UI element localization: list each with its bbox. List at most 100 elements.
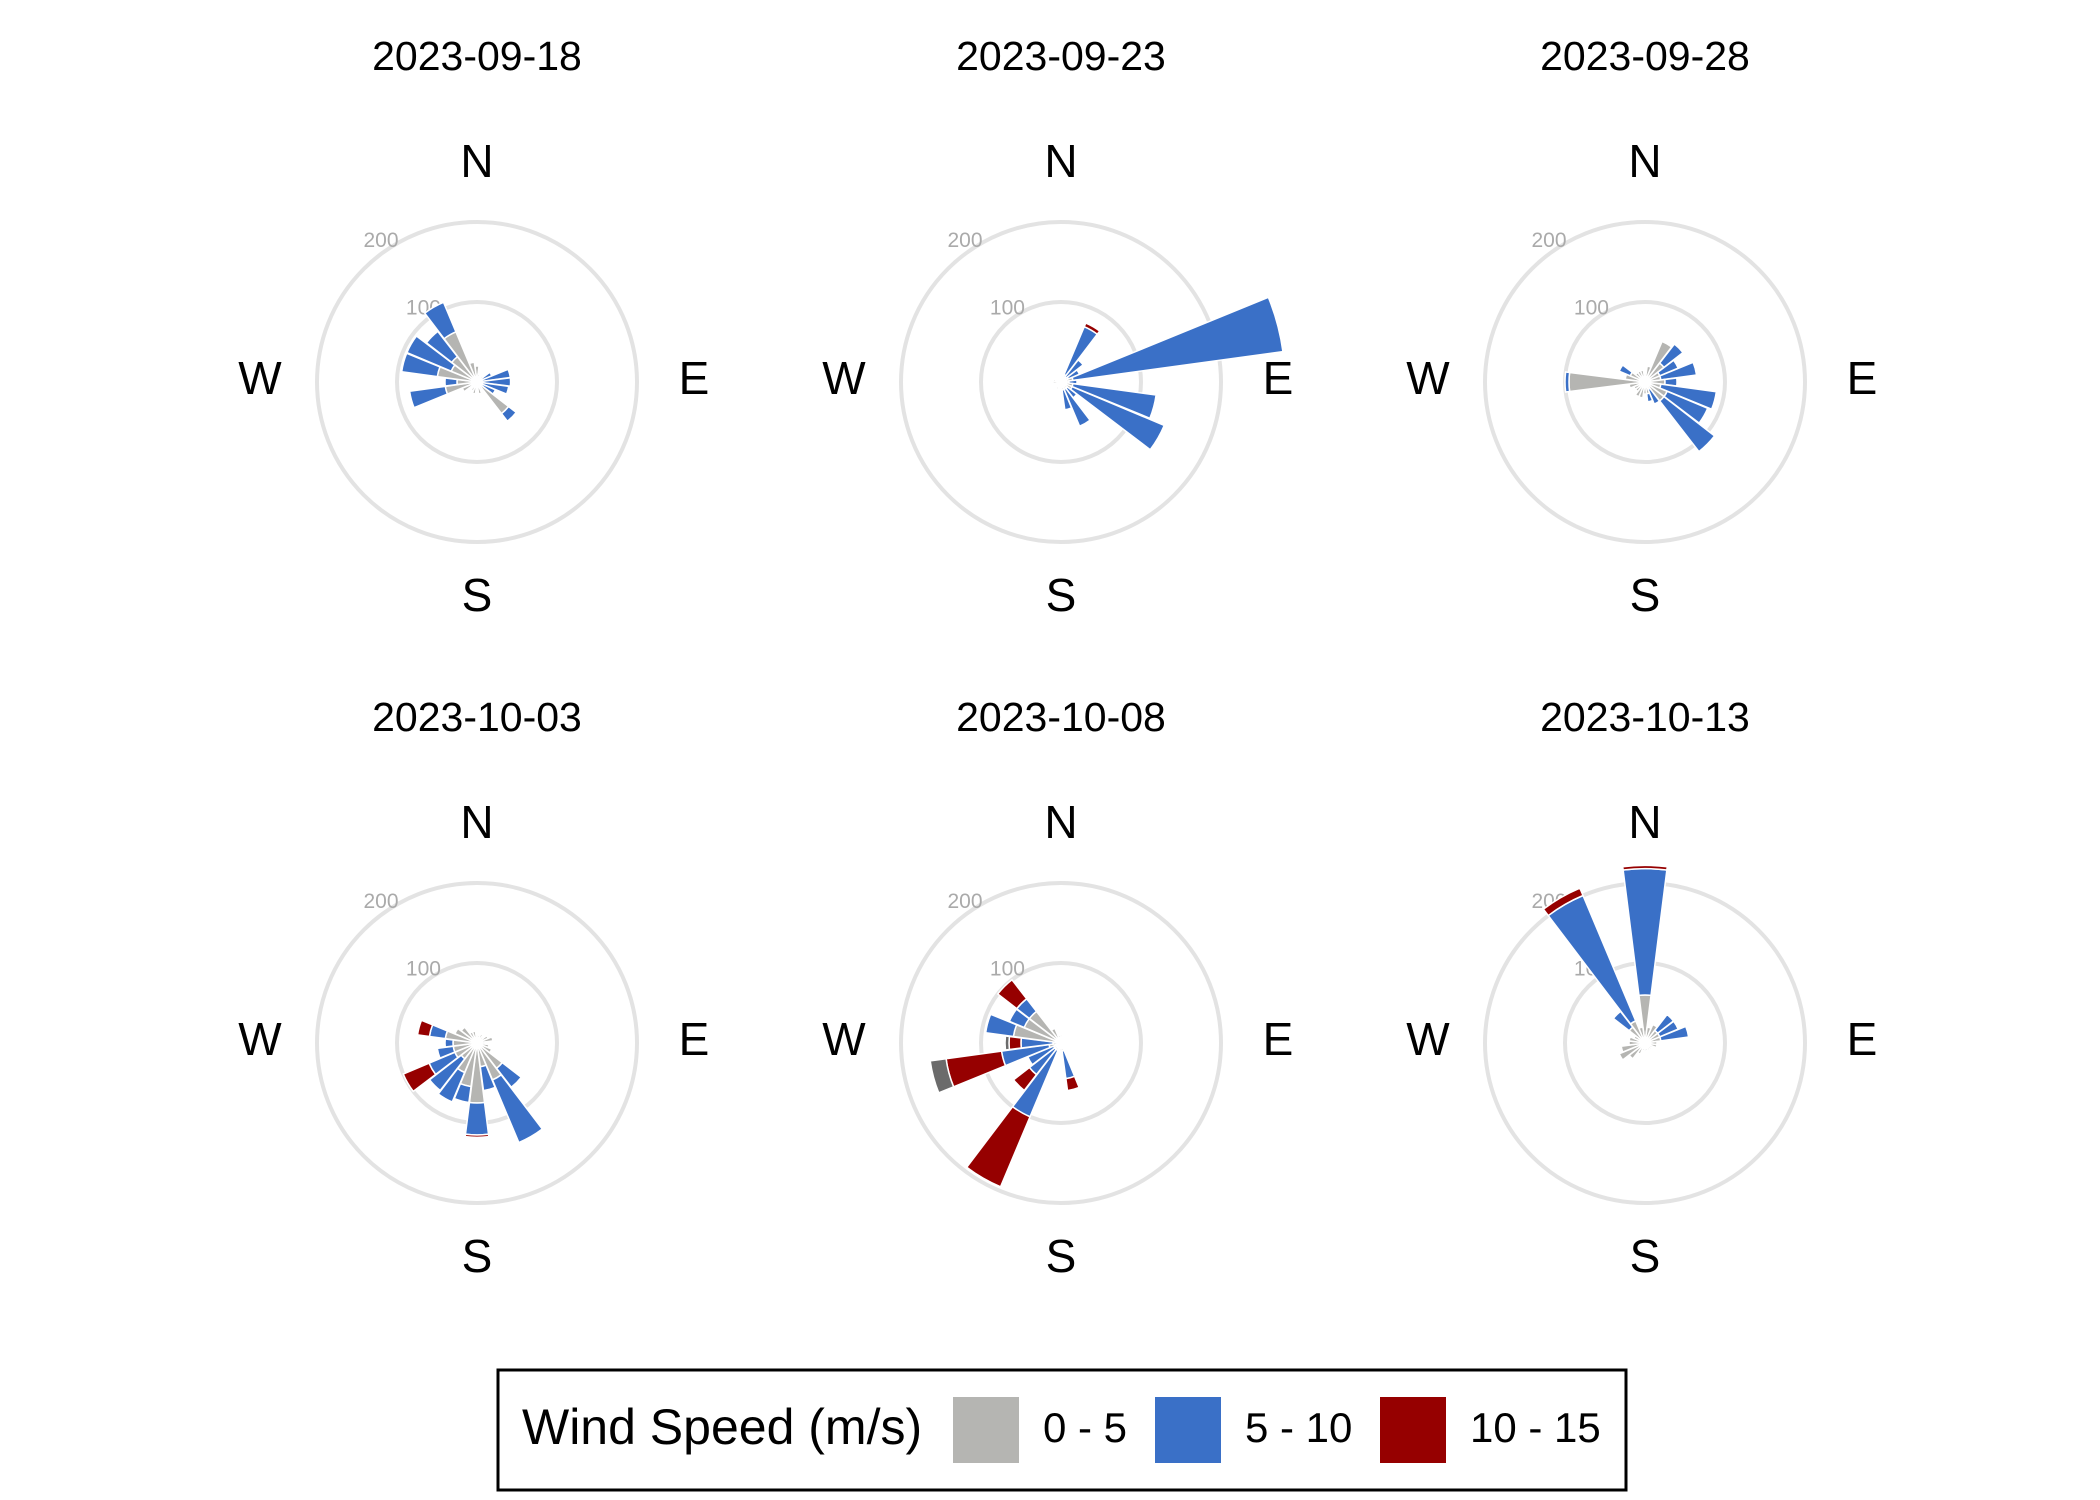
sector-bar-5-10 <box>1071 296 1284 382</box>
sector-bar-extra <box>1004 1035 1011 1051</box>
wind-rose-panel: 2023-10-13100200NESW <box>1406 694 1877 1282</box>
sector-bar-10-15 <box>1542 887 1584 917</box>
panel-title: 2023-10-13 <box>1540 694 1750 740</box>
sector-bar-10-15 <box>1621 864 1669 871</box>
ring-label: 200 <box>364 890 399 913</box>
wind-rose-panel: 2023-10-03 100 200 N E S W <box>238 694 709 1282</box>
sector-bar-10-15 <box>402 1062 437 1093</box>
panel-title: 2023-10-03 <box>372 694 582 740</box>
legend-label-0-5: 0 - 5 <box>1043 1404 1127 1451</box>
sector-bar-0-5 <box>1637 1026 1646 1044</box>
compass-label-s: S <box>1046 1230 1077 1282</box>
compass-label-n: N <box>460 135 493 187</box>
wind-rose-panel: 2023-09-28 100 200 N E S W <box>1406 33 1877 621</box>
sector-bar-5-10 <box>423 301 457 340</box>
ring-label: 100 <box>406 958 441 981</box>
compass-label-s: S <box>1046 569 1077 621</box>
legend: Wind Speed (m/s) 0 - 5 5 - 10 10 - 15 <box>496 1368 1628 1492</box>
compass-label-n: N <box>1044 135 1077 187</box>
ring-label: 200 <box>364 229 399 252</box>
legend-key-5-10 <box>1155 1397 1221 1463</box>
sector-bar-0-5 <box>476 1035 494 1044</box>
compass-label-n: N <box>1628 796 1661 848</box>
ring-label: 200 <box>1532 229 1567 252</box>
compass-label-s: S <box>1630 1230 1661 1282</box>
grid-ring <box>899 220 1223 544</box>
compass-label-w: W <box>238 352 282 404</box>
grid-ring <box>1483 220 1807 544</box>
compass-label-n: N <box>1628 135 1661 187</box>
sector-bar-5-10 <box>1063 325 1099 377</box>
sector-bar-5-10 <box>1564 371 1571 393</box>
panel-title: 2023-09-18 <box>372 33 582 79</box>
sector-bar-5-10 <box>437 1067 466 1103</box>
sector-bar-10-15 <box>1008 1035 1023 1051</box>
sector-bar-5-10 <box>1063 387 1092 428</box>
sector-bar-5-10 <box>1063 358 1085 380</box>
sector-bar-0-5 <box>468 361 478 383</box>
grid-ring <box>899 881 1223 1205</box>
compass-label-w: W <box>238 1013 282 1065</box>
sector-bar-5-10 <box>1061 1049 1076 1080</box>
compass-label-e: E <box>1847 1013 1878 1065</box>
wind-rose-panel: 2023-09-23 100 200 N E S W <box>822 33 1293 621</box>
sector-bar-10-15 <box>1012 1066 1038 1092</box>
sector-bar-0-5 <box>1058 377 1062 383</box>
compass-label-e: E <box>1263 352 1294 404</box>
ring-label: 100 <box>990 297 1025 320</box>
sector-bar-0-5 <box>1057 1034 1062 1044</box>
sector-bar-0-5 <box>1620 1042 1646 1054</box>
sector-bar-5-10 <box>400 352 441 378</box>
sector-bar-10-15 <box>1083 322 1101 336</box>
grid-ring <box>395 300 559 464</box>
compass-label-w: W <box>1406 352 1450 404</box>
sector-bar-5-10 <box>1071 382 1157 420</box>
compass-label-s: S <box>462 569 493 621</box>
sector-bar-5-10 <box>1622 867 1668 997</box>
sector-bar-5-10 <box>1061 388 1073 411</box>
sector-bar-extra <box>929 1057 955 1094</box>
sector-bar-0-5 <box>460 1026 478 1044</box>
sector-bar-5-10 <box>1647 387 1661 406</box>
panel-title: 2023-09-23 <box>956 33 1166 79</box>
panel-title: 2023-10-08 <box>956 694 1166 740</box>
sector-bar-5-10 <box>1658 1025 1690 1042</box>
sector-bar-5-10 <box>1645 392 1654 403</box>
sector-bar-5-10 <box>491 1073 544 1144</box>
grid-ring <box>979 961 1143 1125</box>
sector-bar-5-10 <box>1547 894 1637 1025</box>
sector-bar-10-15 <box>464 1133 490 1139</box>
sector-bar-10-15 <box>965 1105 1031 1188</box>
sector-bar-0-5 <box>1639 369 1646 383</box>
wind-rose-panel: 2023-10-08 100 200 N E S W <box>822 694 1293 1282</box>
sector-bar-0-5 <box>1618 1042 1646 1061</box>
wind-rose-panels: 2023-09-18 100 200 N E S W 2023-09-23 100 200 N E S W… <box>238 33 1877 1282</box>
compass-label-s: S <box>1630 569 1661 621</box>
sector-bar-5-10 <box>1658 361 1698 381</box>
sector-bar-10-15 <box>996 978 1028 1010</box>
sector-bar-5-10 <box>408 385 449 409</box>
sector-bar-0-5 <box>1050 1027 1062 1044</box>
compass-label-e: E <box>1847 352 1878 404</box>
sector-bar-10-15 <box>945 1050 1007 1088</box>
panel-title: 2023-09-28 <box>1540 33 1750 79</box>
sector-bar-5-10 <box>500 405 518 423</box>
sector-bar-5-10 <box>1618 364 1634 377</box>
compass-label-w: W <box>1406 1013 1450 1065</box>
sector-bar-5-10 <box>1658 383 1718 411</box>
sector-bar-5-10 <box>464 1101 490 1136</box>
ring-label: 100 <box>990 958 1025 981</box>
sector-bar-10-15 <box>1065 1075 1081 1092</box>
legend-label-10-15: 10 - 15 <box>1470 1404 1601 1451</box>
sector-bar-5-10 <box>405 334 456 373</box>
compass-label-n: N <box>460 796 493 848</box>
sector-bar-5-10 <box>984 1013 1018 1038</box>
compass-label-w: W <box>822 352 866 404</box>
sector-bar-0-5 <box>471 1030 478 1044</box>
legend-key-10-15 <box>1380 1397 1446 1463</box>
legend-title: Wind Speed (m/s) <box>522 1399 922 1455</box>
sector-bar-10-15 <box>416 1019 434 1038</box>
sector-bar-5-10 <box>1658 395 1716 453</box>
